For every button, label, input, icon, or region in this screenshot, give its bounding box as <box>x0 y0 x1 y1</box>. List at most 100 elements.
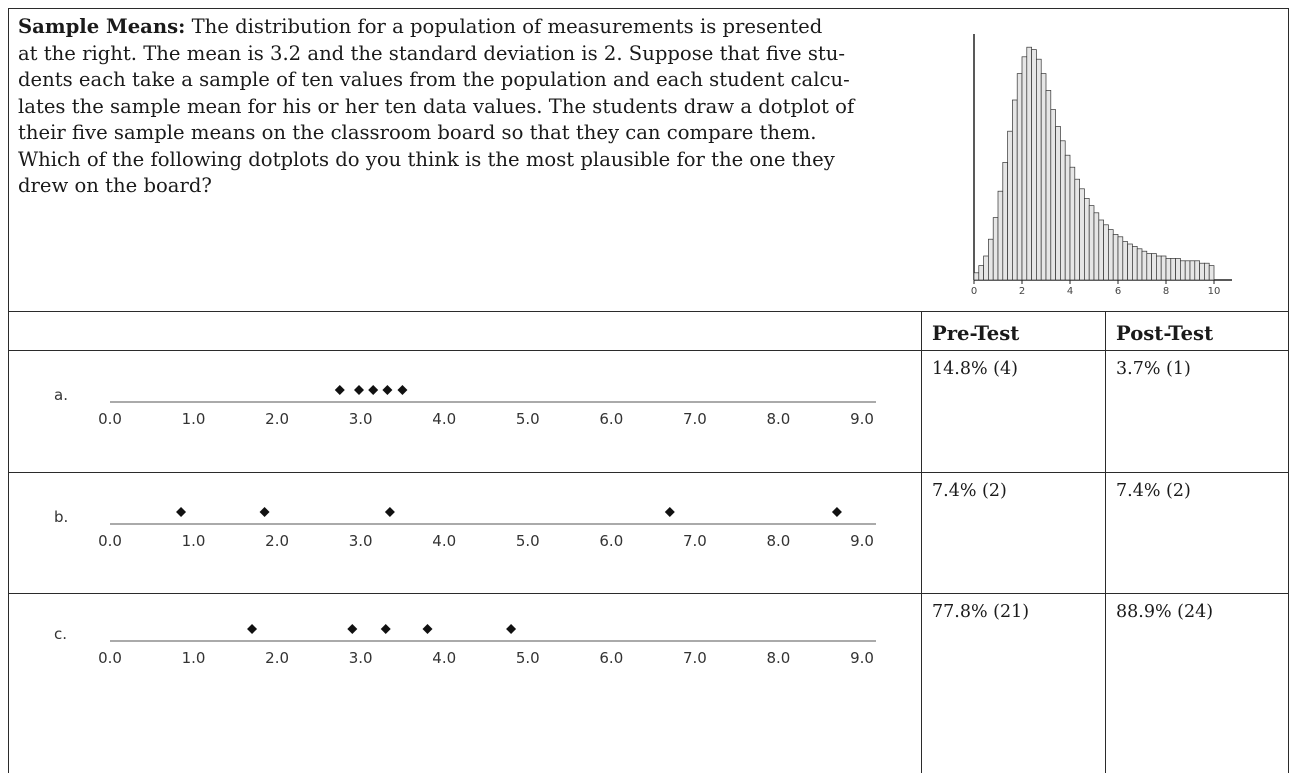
hist-bar <box>983 255 989 281</box>
hist-bar <box>1108 229 1114 281</box>
hist-bar <box>1069 166 1076 281</box>
dotplot-option-label: b. <box>54 508 68 526</box>
question-line-7: drew on the board? <box>18 174 212 197</box>
hist-bar <box>1184 260 1191 281</box>
dotplot-tick-label: 4.0 <box>432 649 456 667</box>
hist-bar <box>1122 241 1128 281</box>
dotplot-tick-label: 1.0 <box>182 532 206 550</box>
hist-bar <box>1050 109 1056 281</box>
question-line-5: their five sample means on the classroom… <box>18 121 817 144</box>
hist-bar <box>1074 178 1080 281</box>
hist-bar <box>1088 205 1095 281</box>
hist-bar <box>1151 253 1157 281</box>
dotplot-option-label: a. <box>54 386 68 404</box>
hist-bar <box>1079 188 1085 281</box>
dotplot-point <box>368 385 379 395</box>
hist-bar <box>1060 140 1066 281</box>
table-col-divider-2 <box>1105 311 1106 773</box>
hist-bar <box>1199 262 1205 281</box>
dotplot-tick-label: 3.0 <box>349 410 373 428</box>
dotplot-tick-label: 6.0 <box>599 532 623 550</box>
question-line-2: at the right. The mean is 3.2 and the st… <box>18 41 845 65</box>
dotplot-point <box>382 385 393 395</box>
hist-bar <box>1136 248 1143 281</box>
dotplot-tick-label: 9.0 <box>850 649 874 667</box>
dotplot-point <box>259 507 270 517</box>
hist-bar <box>1141 250 1148 281</box>
hist-bar <box>988 238 994 281</box>
hist-bar <box>1093 212 1100 281</box>
hist-bar <box>1036 58 1042 281</box>
dotplot-tick-label: 0.0 <box>98 649 122 667</box>
hist-bar <box>992 217 999 281</box>
table-border-right <box>1288 8 1289 773</box>
dotplot-tick-label: 0.0 <box>98 410 122 428</box>
hist-bar <box>1007 130 1013 281</box>
hist-bar <box>1045 90 1052 281</box>
row-a-post: 3.7% (1) <box>1116 359 1191 379</box>
table-divider-row2 <box>8 472 1289 473</box>
dotplot-tick-label: 2.0 <box>265 410 289 428</box>
table-divider-header <box>8 311 1289 312</box>
dotplot-tick-label: 7.0 <box>683 410 707 428</box>
hist-bar <box>1002 162 1008 281</box>
hist-bar <box>1170 258 1176 281</box>
dotplot-tick-label: 5.0 <box>516 649 540 667</box>
row-c-post: 88.9% (24) <box>1116 602 1214 622</box>
dotplot-tick-label: 0.0 <box>98 532 122 550</box>
hist-x-tick-label: 10 <box>1208 286 1221 297</box>
dotplot-point <box>347 624 358 634</box>
dotplot-tick-label: 3.0 <box>349 532 373 550</box>
dotplot-tick-label: 1.0 <box>182 649 206 667</box>
dotplot-tick-label: 6.0 <box>599 649 623 667</box>
dotplot-point <box>831 507 842 517</box>
question-table: Sample Means: The distribution for a pop… <box>8 8 1291 773</box>
dotplot-tick-label: 2.0 <box>265 532 289 550</box>
hist-x-tick-label: 0 <box>971 286 977 297</box>
hist-bar <box>1132 246 1138 281</box>
dotplot-tick-label: 8.0 <box>767 649 791 667</box>
dotplot-point <box>176 507 187 517</box>
dotplot-tick-label: 9.0 <box>850 410 874 428</box>
hist-bar <box>1012 99 1018 281</box>
hist-bar <box>1031 49 1037 281</box>
dotplot-tick-label: 5.0 <box>516 532 540 550</box>
hist-bar <box>1064 154 1071 281</box>
hist-bar <box>1175 258 1181 281</box>
hist-bar <box>1098 219 1104 281</box>
hist-bar <box>1016 73 1023 281</box>
dotplot-tick-label: 6.0 <box>599 410 623 428</box>
hist-bar <box>1194 260 1200 281</box>
header-pre-test: Pre-Test <box>932 322 1020 345</box>
question-line-4: lates the sample mean for his or her ten… <box>18 94 855 118</box>
dotplot-tick-label: 4.0 <box>432 532 456 550</box>
dotplot-point <box>247 624 258 634</box>
question-line-3: dents each take a sample of ten values f… <box>18 68 850 91</box>
question-prompt: Sample Means: The distribution for a pop… <box>18 14 958 200</box>
hist-bar <box>1180 260 1186 281</box>
row-b-pre: 7.4% (2) <box>932 481 1007 501</box>
dotplot-point <box>380 624 391 634</box>
table-divider-row3 <box>8 593 1289 594</box>
dotplot-tick-label: 3.0 <box>349 649 373 667</box>
question-line-6: Which of the following dotplots do you t… <box>18 147 835 171</box>
dotplot-tick-label: 2.0 <box>265 649 289 667</box>
dotplot-tick-label: 5.0 <box>516 410 540 428</box>
hist-x-tick-label: 8 <box>1163 286 1169 297</box>
dotplot-tick-label: 1.0 <box>182 410 206 428</box>
table-col-divider-1 <box>921 311 922 773</box>
dotplot-point <box>422 624 433 634</box>
dotplot-a: a. 0.0 1.0 2.0 3.0 4.0 5.0 6.0 7.0 8.0 9.0 <box>54 385 876 428</box>
row-c-pre: 77.8% (21) <box>932 602 1030 622</box>
dotplot-tick-label: 7.0 <box>683 532 707 550</box>
hist-bar <box>1160 255 1167 281</box>
hist-bar <box>978 265 984 281</box>
hist-bar <box>1021 56 1028 281</box>
hist-bar <box>1165 258 1172 281</box>
dotplot-option-label: c. <box>54 625 67 643</box>
dotplot-point <box>506 624 517 634</box>
question-line-1: The distribution for a population of mea… <box>191 15 823 38</box>
dotplot-c: c. 0.0 1.0 2.0 3.0 4.0 5.0 6.0 7.0 8.0 9.0 <box>54 624 876 667</box>
hist-x-tick-label: 6 <box>1115 286 1121 297</box>
dotplot-tick-label: 4.0 <box>432 410 456 428</box>
